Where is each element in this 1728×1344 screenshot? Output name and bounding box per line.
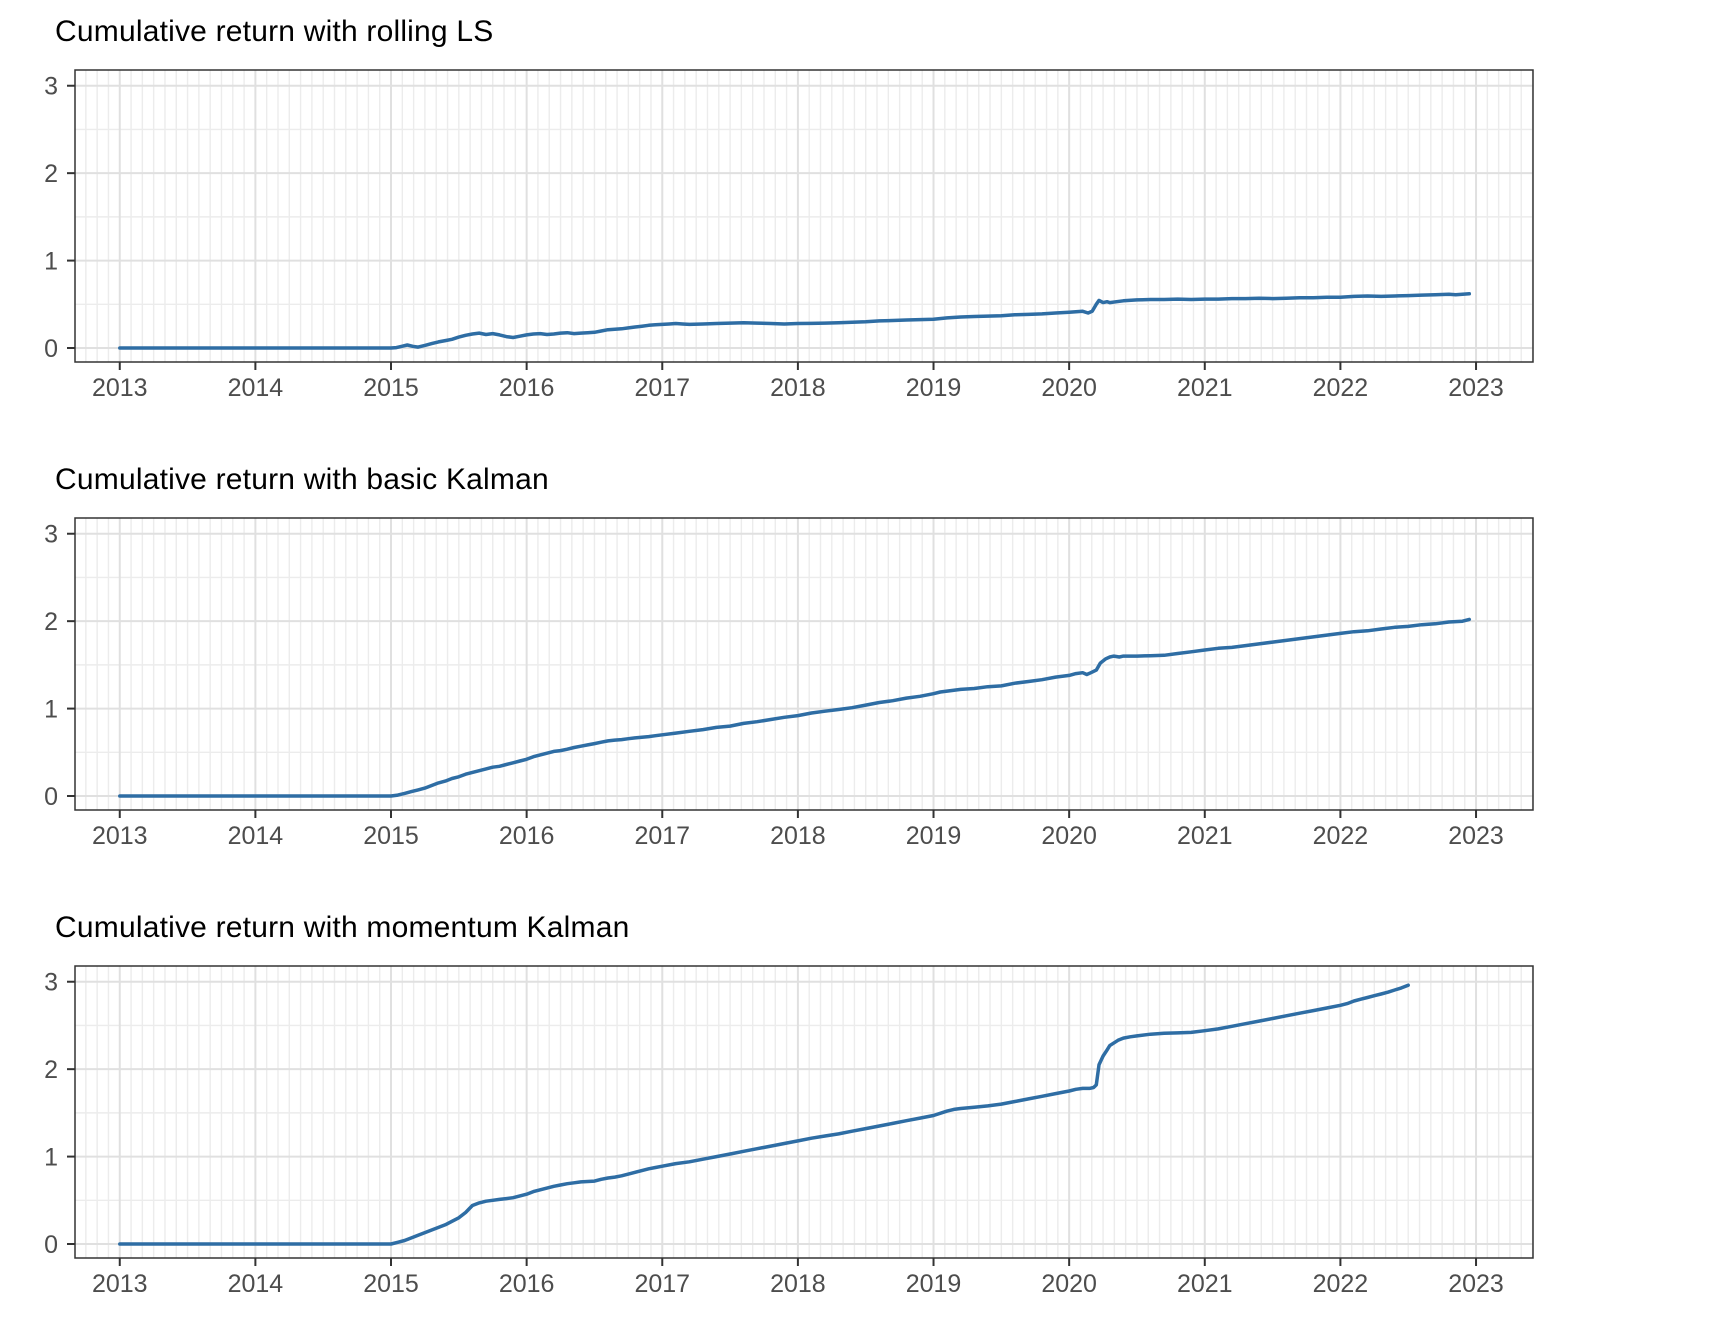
x-axis-tick-label: 2016: [499, 374, 555, 402]
x-axis-tick-label: 2023: [1448, 1270, 1504, 1298]
x-axis-tick-label: 2023: [1448, 374, 1504, 402]
x-axis-tick-label: 2022: [1313, 1270, 1369, 1298]
chart-plot-momentum-kalman: 2013 2014 2015 2016 2017 2018 2019 2020 2021 2022…: [44, 965, 1534, 1298]
panel-border: [74, 517, 1534, 811]
x-axis-tick-label: 2022: [1313, 822, 1369, 850]
x-axis-tick-label: 2014: [228, 374, 284, 402]
panel-border: [74, 965, 1534, 1259]
x-axis-tick-label: 2015: [363, 1270, 419, 1298]
x-minor-gridlines: [85, 966, 1534, 1258]
x-axis-tick-labels: 2013 2014 2015 2016 2017 2018 2019 2020 2021 2022…: [92, 374, 1504, 402]
y-axis-tick-label: 0: [44, 335, 58, 363]
y-axis-tick-labels: 0 1 2 3: [44, 521, 58, 811]
x-minor-gridlines: [85, 518, 1534, 810]
cumulative-return-line: [118, 983, 1410, 1246]
chart-title-rolling-ls: Cumulative return with rolling LS: [55, 15, 494, 48]
x-axis-tick-label: 2021: [1177, 374, 1233, 402]
x-minor-gridlines: [85, 70, 1534, 362]
x-axis-tick-labels: 2013 2014 2015 2016 2017 2018 2019 2020 2021 2022…: [92, 822, 1504, 850]
x-axis-tick-label: 2017: [634, 1270, 690, 1298]
cumulative-return-line: [118, 292, 1472, 350]
x-axis-tick-label: 2018: [770, 1270, 826, 1298]
x-axis-tick-labels: 2013 2014 2015 2016 2017 2018 2019 2020 2021 2022…: [92, 1270, 1504, 1298]
y-axis-tick-label: 3: [44, 521, 58, 549]
x-axis-tick-label: 2018: [770, 822, 826, 850]
x-axis-tick-label: 2019: [906, 374, 962, 402]
y-axis-tick-label: 0: [44, 1231, 58, 1259]
x-axis-tick-label: 2013: [92, 822, 148, 850]
x-axis-tick-label: 2020: [1041, 822, 1097, 850]
x-axis-tick-label: 2020: [1041, 1270, 1097, 1298]
y-axis-tick-label: 2: [44, 1056, 58, 1084]
x-axis-tick-label: 2018: [770, 374, 826, 402]
x-axis-tick-label: 2014: [228, 822, 284, 850]
x-axis-tick-label: 2022: [1313, 374, 1369, 402]
chart-title-momentum-kalman: Cumulative return with momentum Kalman: [55, 911, 630, 944]
x-axis-ticks: [118, 810, 1478, 818]
y-axis-tick-label: 2: [44, 160, 58, 188]
x-axis-tick-label: 2016: [499, 1270, 555, 1298]
chart-title-basic-kalman: Cumulative return with basic Kalman: [55, 463, 549, 496]
x-axis-tick-label: 2019: [906, 822, 962, 850]
x-axis-tick-label: 2020: [1041, 374, 1097, 402]
y-axis-tick-labels: 0 1 2 3: [44, 73, 58, 363]
chart-plot-basic-kalman: 2013 2014 2015 2016 2017 2018 2019 2020 2021 2022…: [44, 517, 1534, 850]
y-minor-gridlines: [75, 128, 1533, 305]
x-major-gridlines: [118, 70, 1478, 362]
y-axis-tick-label: 2: [44, 608, 58, 636]
y-minor-gridlines: [75, 1024, 1533, 1201]
panel-momentum-kalman: Cumulative return with momentum Kalman 2…: [0, 896, 1728, 1344]
x-axis-ticks: [118, 362, 1478, 370]
y-axis-tick-labels: 0 1 2 3: [44, 969, 58, 1259]
x-axis-tick-label: 2023: [1448, 822, 1504, 850]
x-axis-tick-label: 2021: [1177, 822, 1233, 850]
x-axis-tick-label: 2017: [634, 822, 690, 850]
chart-plot-rolling-ls: 2013 2014 2015 2016 2017 2018 2019 2020 2021 2022…: [44, 69, 1534, 402]
x-axis-tick-label: 2014: [228, 1270, 284, 1298]
x-axis-tick-label: 2019: [906, 1270, 962, 1298]
x-axis-tick-label: 2021: [1177, 1270, 1233, 1298]
y-axis-tick-label: 1: [44, 1144, 58, 1172]
y-axis-tick-label: 3: [44, 73, 58, 101]
y-minor-gridlines: [75, 576, 1533, 753]
x-axis-tick-label: 2015: [363, 374, 419, 402]
y-axis-tick-label: 3: [44, 969, 58, 997]
y-axis-tick-label: 0: [44, 783, 58, 811]
x-axis-tick-label: 2015: [363, 822, 419, 850]
panel-basic-kalman: Cumulative return with basic Kalman 2013…: [0, 448, 1728, 896]
y-axis-tick-label: 1: [44, 248, 58, 276]
panel-rolling-ls: Cumulative return with rolling LS 2013 20…: [0, 0, 1728, 448]
x-axis-tick-label: 2016: [499, 822, 555, 850]
x-axis-tick-label: 2017: [634, 374, 690, 402]
y-axis-ticks: [67, 84, 75, 350]
y-axis-ticks: [67, 532, 75, 798]
x-axis-tick-label: 2013: [92, 374, 148, 402]
cumulative-return-line: [118, 617, 1472, 798]
panel-border: [74, 69, 1534, 363]
x-major-gridlines: [118, 966, 1478, 1258]
x-major-gridlines: [118, 518, 1478, 810]
x-axis-ticks: [118, 1258, 1478, 1266]
y-axis-tick-label: 1: [44, 696, 58, 724]
x-axis-tick-label: 2013: [92, 1270, 148, 1298]
y-axis-ticks: [67, 980, 75, 1246]
